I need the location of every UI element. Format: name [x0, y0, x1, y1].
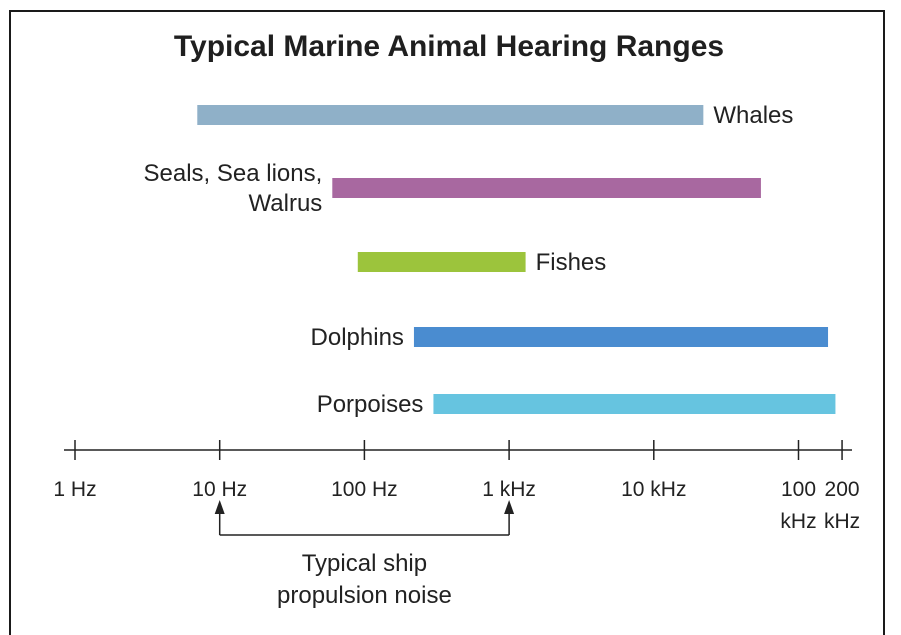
series-label-seals-sea-lions-walrus: Walrus	[249, 190, 323, 217]
chart-title: Typical Marine Animal Hearing Ranges	[173, 30, 725, 63]
x-tick-label: 10 kHz	[621, 478, 686, 501]
annotation-text: Typical ship	[302, 550, 427, 577]
x-tick-label: 100 Hz	[331, 478, 398, 501]
series-label-whales: Whales	[713, 102, 793, 129]
range-bars: Whales Seals, Sea lions, Walrus Fishes Dolph…	[144, 102, 836, 418]
range-bar-whales	[197, 105, 704, 125]
x-tick-label: 200	[825, 478, 860, 501]
annotation-bracket	[218, 508, 510, 536]
annotation-arrowhead	[214, 500, 225, 514]
x-tick-label: kHz	[824, 510, 860, 533]
frequency-axis: 1 Hz 10 Hz 100 Hz 1 kHz 10 kHz 100 kHz 200 kHz	[53, 440, 860, 533]
annotation-arrowhead	[504, 500, 515, 514]
ship-noise-annotation: Typical ship propulsion noise	[214, 500, 515, 609]
annotation-text: propulsion noise	[277, 582, 452, 609]
series-label-seals-sea-lions-walrus: Seals, Sea lions,	[144, 160, 323, 187]
range-bar-porpoises	[433, 394, 836, 414]
series-label-fishes: Fishes	[536, 249, 607, 276]
x-tick-label: 1 kHz	[482, 478, 536, 501]
figure-frame	[9, 10, 885, 635]
x-tick-label: 10 Hz	[192, 478, 247, 501]
x-tick-label: kHz	[780, 510, 816, 533]
series-label-dolphins: Dolphins	[311, 324, 404, 351]
range-bar-dolphins	[413, 327, 829, 347]
range-bar-fishes	[357, 252, 526, 272]
x-tick-label: 1 Hz	[53, 478, 96, 501]
series-label-porpoises: Porpoises	[317, 391, 424, 418]
range-bar-seals-sea-lions-walrus	[332, 178, 761, 198]
x-tick-label: 100	[781, 478, 816, 501]
